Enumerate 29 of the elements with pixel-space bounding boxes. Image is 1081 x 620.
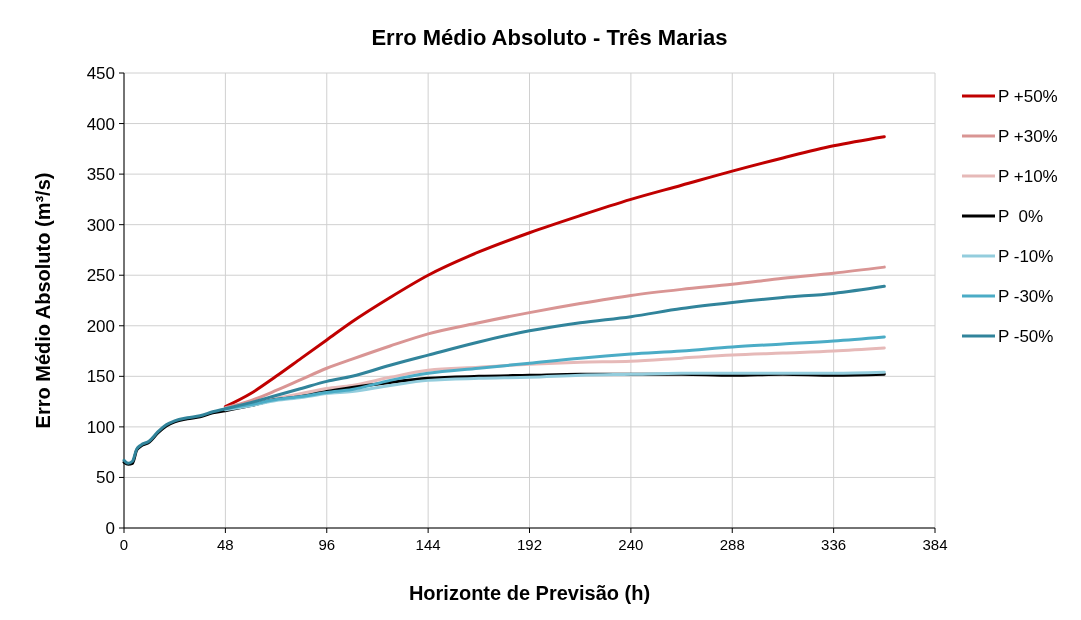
legend-label: P -50% (998, 326, 1054, 346)
legend-label: P +50% (998, 86, 1058, 106)
x-tick-label: 144 (415, 536, 441, 553)
x-axis-title: Horizonte de Previsão (h) (408, 582, 651, 604)
legend-label: P +10% (998, 166, 1058, 186)
y-tick-label: 400 (86, 114, 115, 134)
x-tick-label: 0 (119, 536, 129, 553)
y-tick-label: 250 (86, 266, 115, 286)
x-tick-label: 192 (516, 536, 543, 553)
y-tick-label: 200 (86, 316, 115, 336)
x-tick-label: 48 (217, 536, 234, 553)
x-tick-label: 288 (719, 536, 745, 553)
x-tick-label: 336 (821, 536, 847, 553)
x-tick-label: 240 (618, 536, 644, 553)
x-tick-label: 384 (922, 536, 948, 553)
legend-label: P 0% (998, 206, 1044, 226)
chart-title: Erro Médio Absoluto - Três Marias (371, 25, 728, 50)
y-tick-label: 50 (96, 468, 115, 488)
y-axis-title: Erro Médio Absoluto (m³/s) (32, 172, 54, 429)
x-tick-label: 96 (318, 536, 336, 553)
y-tick-label: 450 (86, 63, 115, 83)
y-tick-label: 150 (86, 367, 115, 387)
y-tick-label: 300 (86, 215, 115, 235)
y-tick-label: 100 (86, 417, 115, 437)
legend-label: P +30% (998, 126, 1058, 146)
y-tick-label: 350 (86, 165, 115, 185)
legend-label: P -10% (998, 246, 1054, 266)
y-tick-label: 0 (105, 518, 115, 538)
legend-label: P -30% (998, 286, 1054, 306)
